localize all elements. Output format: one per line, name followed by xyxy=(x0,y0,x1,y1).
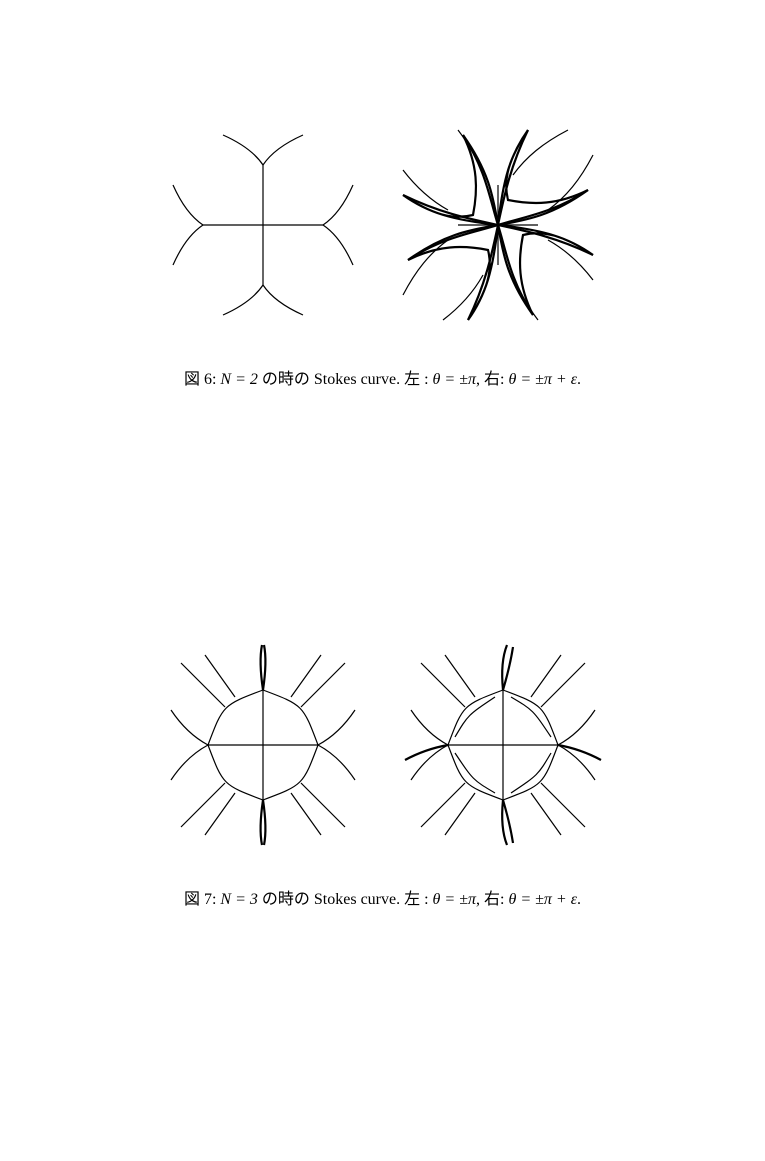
stokes-n3-left-svg xyxy=(158,640,368,850)
fig7-caption-math2: θ = ±π xyxy=(433,891,476,908)
figure-6-right xyxy=(393,120,603,335)
fig7-caption-math3: θ = ±π + ε xyxy=(508,891,577,908)
fig6-caption-mid1: の時の Stokes curve. 左 : xyxy=(258,371,433,388)
fig6-caption-prefix: 図 6: xyxy=(184,371,220,388)
figure-6-row xyxy=(0,120,765,335)
figure-7-left xyxy=(158,640,368,855)
figure-7-caption: 図 7: N = 3 の時の Stokes curve. 左 : θ = ±π,… xyxy=(0,885,765,909)
fig7-caption-prefix: 図 7: xyxy=(184,891,220,908)
figure-7-right xyxy=(398,640,608,855)
page: 図 6: N = 2 の時の Stokes curve. 左 : θ = ±π,… xyxy=(0,0,765,1161)
fig7-caption-suffix: . xyxy=(577,891,581,908)
figure-7-block: 図 7: N = 3 の時の Stokes curve. 左 : θ = ±π,… xyxy=(0,640,765,909)
figure-6-caption: 図 6: N = 2 の時の Stokes curve. 左 : θ = ±π,… xyxy=(0,365,765,389)
figure-7-row xyxy=(0,640,765,855)
fig6-caption-math3: θ = ±π + ε xyxy=(508,371,577,388)
figure-6-left xyxy=(163,125,363,330)
fig7-caption-mid2: , 右: xyxy=(476,891,508,908)
fig6-caption-math2: θ = ±π xyxy=(433,371,476,388)
stokes-n2-left-svg xyxy=(163,125,363,325)
stokes-n2-right-svg xyxy=(393,120,603,330)
fig7-caption-mid1: の時の Stokes curve. 左 : xyxy=(258,891,433,908)
figure-6-block: 図 6: N = 2 の時の Stokes curve. 左 : θ = ±π,… xyxy=(0,120,765,389)
stokes-n3-right-svg xyxy=(398,640,608,850)
fig6-caption-math1: N = 2 xyxy=(220,371,257,388)
fig7-caption-math1: N = 3 xyxy=(220,891,257,908)
fig6-caption-mid2: , 右: xyxy=(476,371,508,388)
fig6-caption-suffix: . xyxy=(577,371,581,388)
